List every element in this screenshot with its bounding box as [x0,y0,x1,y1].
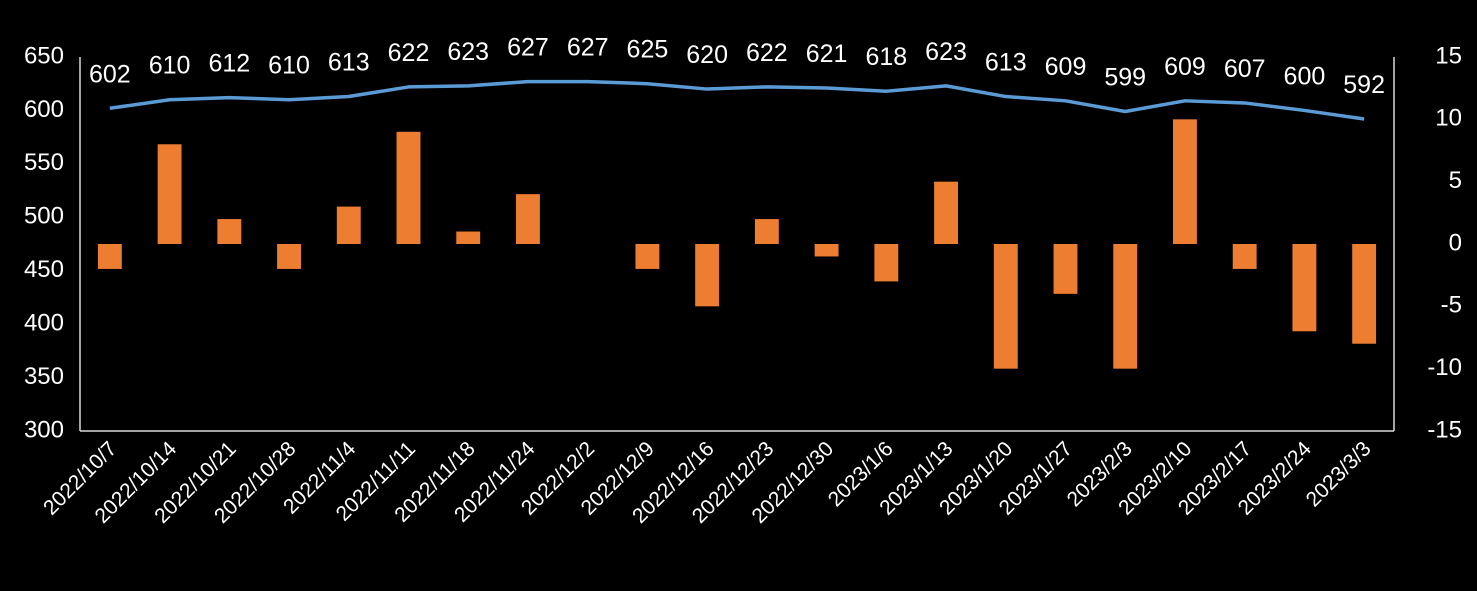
bar [934,181,958,244]
bar [456,231,481,244]
y2-tick-label: 0 [1449,229,1462,256]
y2-tick-label: 10 [1435,105,1462,132]
bar [157,144,182,244]
y-tick-label: 300 [24,416,64,443]
bar [97,244,122,269]
data-label: 623 [925,38,967,66]
bar [336,206,361,244]
y-tick-label: 400 [24,309,64,336]
y-tick-label: 350 [24,363,64,390]
bar [874,244,899,282]
line [109,79,1365,121]
y-tick-label: 450 [24,256,64,283]
bar [1173,119,1197,244]
data-label: 623 [447,38,489,66]
bar [1053,244,1078,294]
bar [1232,244,1257,269]
y-tick-label: 650 [24,42,64,69]
y2-tick-label: 15 [1435,42,1462,69]
data-label: 618 [865,43,907,71]
data-label: 592 [1343,71,1385,99]
y2-tick-label: -5 [1441,292,1462,319]
bar [695,244,720,307]
data-label: 625 [627,36,669,64]
data-label: 599 [1104,63,1146,91]
data-label: 620 [686,41,728,69]
bar [277,244,301,269]
data-label: 622 [388,39,430,67]
bar [516,194,540,244]
bar [217,219,242,244]
bar [635,244,660,269]
data-label: 622 [746,39,788,67]
data-label: 607 [1224,55,1266,83]
y-tick-label: 550 [24,149,64,176]
y2-tick-label: -15 [1427,416,1462,443]
data-label: 621 [806,40,848,68]
data-label: 609 [1164,53,1206,81]
y-tick-label: 500 [24,203,64,230]
data-label: 602 [89,60,131,88]
data-label: 627 [567,34,609,62]
data-label: 610 [268,52,310,80]
bar [814,244,839,257]
data-label: 610 [149,52,191,80]
data-label: 613 [328,49,370,77]
bar [754,219,779,244]
bar [396,131,421,244]
data-label: 609 [1045,53,1087,81]
bar [1352,244,1377,344]
y2-tick-label: 5 [1449,167,1462,194]
bar [1292,244,1317,332]
bar [1113,244,1138,369]
bar [993,244,1018,369]
y-tick-label: 600 [24,96,64,123]
data-label: 613 [985,49,1027,77]
data-label: 612 [208,50,250,78]
data-label: 600 [1284,62,1326,90]
y2-tick-label: -10 [1427,354,1462,381]
data-label: 627 [507,34,549,62]
